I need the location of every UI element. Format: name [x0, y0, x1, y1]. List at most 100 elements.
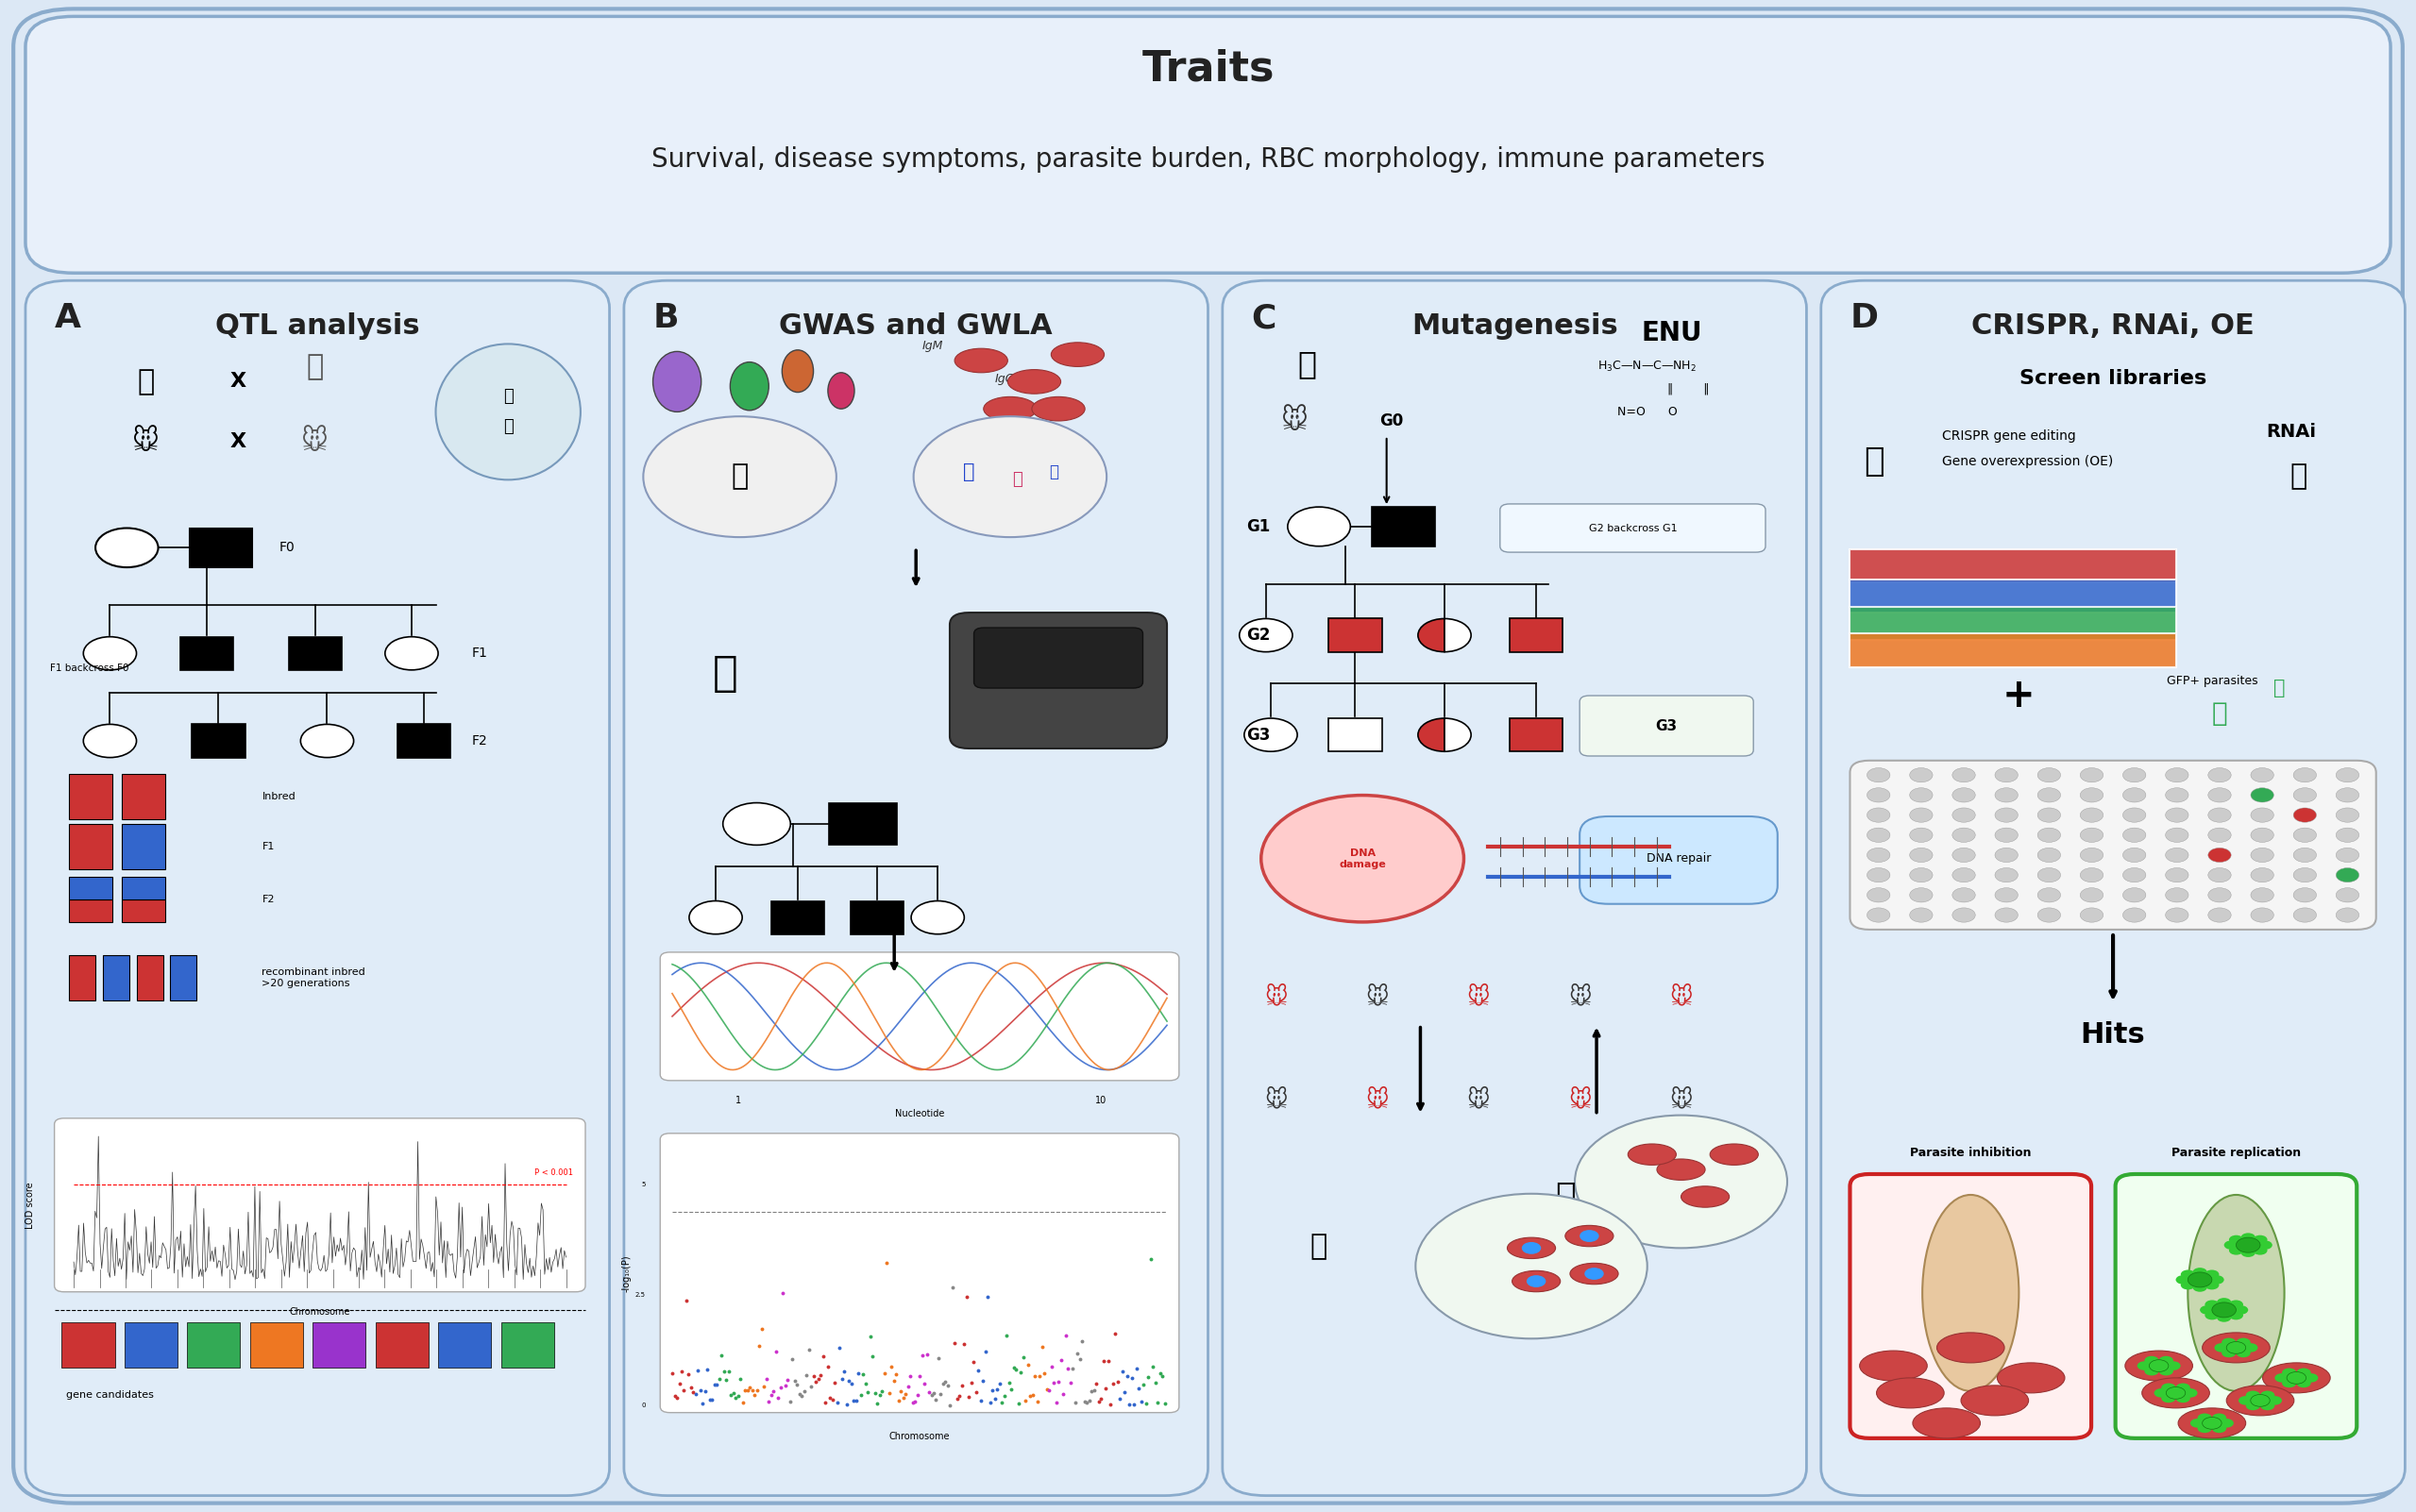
Circle shape: [2162, 1394, 2177, 1403]
Circle shape: [2165, 768, 2189, 782]
Text: F1 backcross F0: F1 backcross F0: [51, 664, 128, 673]
Text: 🐭: 🐭: [1568, 986, 1592, 1009]
Ellipse shape: [954, 348, 1007, 372]
Circle shape: [2080, 788, 2104, 803]
Circle shape: [2225, 1240, 2240, 1249]
Circle shape: [1909, 768, 1933, 782]
Circle shape: [2242, 1247, 2257, 1256]
Circle shape: [2037, 868, 2061, 881]
Ellipse shape: [730, 361, 768, 410]
Ellipse shape: [1913, 1408, 1981, 1438]
FancyBboxPatch shape: [949, 612, 1167, 748]
FancyBboxPatch shape: [56, 1119, 585, 1291]
FancyBboxPatch shape: [1580, 696, 1754, 756]
Circle shape: [2252, 868, 2273, 881]
Circle shape: [1952, 807, 1976, 823]
Circle shape: [2252, 829, 2273, 842]
Circle shape: [2213, 1424, 2228, 1433]
Circle shape: [1996, 868, 2017, 881]
Text: 💉: 💉: [1297, 348, 1317, 380]
FancyBboxPatch shape: [101, 956, 128, 1001]
Circle shape: [2145, 1356, 2160, 1365]
Circle shape: [1868, 788, 1889, 803]
Circle shape: [2165, 848, 2189, 862]
Circle shape: [2208, 829, 2230, 842]
FancyBboxPatch shape: [374, 1321, 428, 1367]
Circle shape: [2298, 1379, 2312, 1388]
Circle shape: [2037, 888, 2061, 903]
Circle shape: [2293, 888, 2317, 903]
Circle shape: [2177, 1275, 2191, 1284]
FancyBboxPatch shape: [121, 824, 164, 869]
Circle shape: [2237, 1237, 2261, 1252]
Circle shape: [1288, 507, 1351, 546]
Circle shape: [2080, 807, 2104, 823]
Text: G2: G2: [1247, 627, 1271, 644]
Text: DNA repair: DNA repair: [1645, 853, 1711, 865]
FancyBboxPatch shape: [123, 1321, 176, 1367]
Text: Survival, disease symptoms, parasite burden, RBC morphology, immune parameters: Survival, disease symptoms, parasite bur…: [652, 147, 1764, 172]
Text: G3: G3: [1247, 726, 1271, 744]
Circle shape: [384, 637, 437, 670]
FancyBboxPatch shape: [1510, 618, 1563, 652]
Ellipse shape: [1657, 1160, 1706, 1181]
Circle shape: [2336, 768, 2358, 782]
FancyBboxPatch shape: [1222, 281, 1807, 1495]
Text: Traits: Traits: [1143, 48, 1273, 89]
Circle shape: [2124, 888, 2145, 903]
Circle shape: [1244, 718, 1297, 751]
Text: G2 backcross G1: G2 backcross G1: [1590, 523, 1677, 532]
FancyBboxPatch shape: [70, 774, 111, 820]
Circle shape: [1952, 888, 1976, 903]
Circle shape: [2189, 1272, 2213, 1287]
FancyBboxPatch shape: [623, 281, 1208, 1495]
Ellipse shape: [2189, 1194, 2286, 1391]
Circle shape: [2252, 1394, 2271, 1406]
Text: Chromosome: Chromosome: [889, 1432, 949, 1441]
Circle shape: [1952, 829, 1976, 842]
Circle shape: [1996, 807, 2017, 823]
FancyBboxPatch shape: [1372, 507, 1435, 546]
Circle shape: [2201, 1305, 2215, 1314]
Circle shape: [2230, 1235, 2244, 1244]
FancyBboxPatch shape: [1822, 281, 2404, 1495]
Text: 🐭: 🐭: [1365, 1089, 1389, 1111]
FancyBboxPatch shape: [1851, 1175, 2092, 1438]
Circle shape: [2293, 768, 2317, 782]
Text: CRISPR, RNAi, OE: CRISPR, RNAi, OE: [1971, 311, 2254, 340]
Ellipse shape: [983, 396, 1036, 420]
Ellipse shape: [1566, 1225, 1614, 1246]
Ellipse shape: [1877, 1377, 1945, 1408]
Ellipse shape: [435, 343, 580, 479]
Text: -log₁₀(P): -log₁₀(P): [621, 1255, 631, 1291]
FancyBboxPatch shape: [1851, 634, 2177, 667]
Ellipse shape: [829, 372, 855, 408]
Text: 🐛: 🐛: [2273, 679, 2286, 697]
Circle shape: [2252, 907, 2273, 922]
Ellipse shape: [2126, 1350, 2194, 1380]
Circle shape: [1996, 768, 2017, 782]
Text: 🐭: 🐭: [302, 429, 329, 455]
Text: 🐭: 🐭: [1264, 1089, 1288, 1111]
Circle shape: [2242, 1232, 2257, 1241]
Circle shape: [2206, 1270, 2218, 1279]
Circle shape: [2124, 788, 2145, 803]
Circle shape: [2080, 868, 2104, 881]
Circle shape: [689, 901, 742, 934]
Text: N=O      O: N=O O: [1616, 405, 1677, 417]
Circle shape: [2160, 1356, 2174, 1365]
FancyBboxPatch shape: [660, 1134, 1179, 1412]
Circle shape: [1527, 1275, 1546, 1287]
Circle shape: [1996, 788, 2017, 803]
FancyBboxPatch shape: [70, 877, 111, 900]
Text: 🐓: 🐓: [138, 367, 155, 395]
Circle shape: [2213, 1302, 2237, 1317]
Text: IgG: IgG: [995, 372, 1015, 384]
Circle shape: [2288, 1371, 2307, 1383]
Text: D: D: [1851, 302, 1877, 334]
FancyBboxPatch shape: [850, 901, 904, 934]
Circle shape: [2293, 848, 2317, 862]
Circle shape: [2165, 868, 2189, 881]
FancyBboxPatch shape: [169, 956, 196, 1001]
Circle shape: [2124, 848, 2145, 862]
